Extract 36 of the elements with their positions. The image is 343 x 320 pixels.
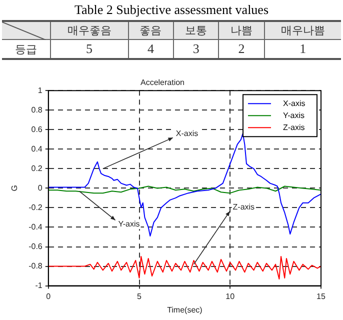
y-tick-label: 0.2	[31, 164, 43, 173]
x-tick-label: 5	[137, 292, 142, 301]
y-tick-label: -0.2	[28, 202, 43, 212]
y-tick-label: -0.6	[28, 242, 43, 251]
category-label: 좋음	[128, 21, 174, 40]
category-label: 매우좋음	[50, 21, 128, 40]
y-tick-label: 0	[38, 183, 43, 192]
legend-label: X-axis	[283, 98, 306, 108]
category-label: 매우나쁨	[264, 21, 341, 40]
annotation: X-axis	[176, 128, 198, 138]
y-tick-label: -1	[35, 281, 43, 290]
data-label: 2	[218, 40, 264, 59]
data-label: 1	[264, 40, 341, 59]
data-label: 5	[50, 40, 128, 59]
data-label: 3	[173, 40, 219, 59]
y-tick-label: -0.8	[28, 261, 43, 270]
text: Table 2 Subjective assessment values	[73, 2, 270, 18]
x-axis-title: Time(sec)	[167, 305, 203, 314]
x-tick-label: 0	[46, 292, 52, 301]
y-tick-label: 0.6	[31, 124, 43, 134]
legend-label: Z-axis	[283, 122, 305, 132]
data-label: 4	[128, 40, 174, 59]
category-label: 보통	[173, 21, 219, 40]
text: 등급	[2, 40, 50, 59]
x-tick-label: 15	[316, 292, 326, 301]
legend-label: Y-axis	[283, 110, 304, 120]
chart-title: Acceleration	[140, 78, 185, 88]
annotation: Z-axis	[232, 202, 255, 212]
x-tick-label: 10	[226, 292, 236, 301]
y-tick-label: 0.4	[31, 144, 43, 154]
y-tick-label: 0.8	[31, 105, 43, 114]
y-axis-title: G	[10, 185, 20, 192]
annotation: Y-axis	[118, 219, 140, 228]
y-tick-label: -0.4	[28, 222, 43, 232]
category-label: 나쁨	[218, 21, 264, 40]
y-tick-label: 1	[38, 86, 43, 95]
